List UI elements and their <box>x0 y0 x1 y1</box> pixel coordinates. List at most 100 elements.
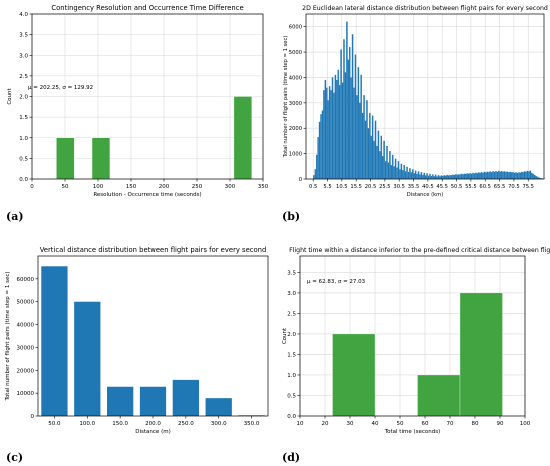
bar <box>500 171 503 180</box>
bar <box>321 110 324 180</box>
bar <box>493 171 496 180</box>
x-tick-label: 20.5 <box>365 184 377 190</box>
bar <box>459 292 503 417</box>
bar <box>519 172 522 180</box>
bar <box>452 174 454 180</box>
bar <box>467 173 470 180</box>
x-tick-label: 70.5 <box>508 184 520 190</box>
bar <box>348 46 351 180</box>
plot-frame <box>305 13 545 180</box>
y-tick-label: 60000 <box>17 277 35 283</box>
x-tick-label: 0.5 <box>309 184 317 190</box>
bar <box>476 173 479 180</box>
bar <box>364 120 367 180</box>
y-tick-label: 50000 <box>17 300 35 306</box>
bar <box>488 172 490 180</box>
x-axis-label: Total time (seconds) <box>384 429 441 435</box>
bar <box>479 172 481 180</box>
panel-letter-a: (a) <box>6 210 24 223</box>
bar <box>371 115 374 180</box>
bar <box>366 100 368 180</box>
bar <box>526 170 529 180</box>
bar <box>455 174 457 180</box>
y-tick-label: 2.5 <box>19 74 28 80</box>
bar <box>440 175 443 180</box>
bar <box>469 173 471 180</box>
bar <box>472 172 474 180</box>
chart-title: Flight time within a distance inferior t… <box>289 247 550 254</box>
bar <box>528 171 530 180</box>
x-tick-label: 150.0 <box>112 421 128 427</box>
bar <box>343 39 345 180</box>
bar <box>470 173 473 180</box>
bar <box>323 90 325 180</box>
bar <box>407 171 410 180</box>
bar <box>139 386 167 416</box>
bar <box>353 87 355 180</box>
x-tick-label: 55.5 <box>465 184 477 190</box>
bar <box>41 266 68 416</box>
bar <box>363 95 365 180</box>
stats-annotation: μ = 62.83, σ = 27.03 <box>307 279 366 285</box>
y-tick-label: 1000 <box>289 152 302 158</box>
bar <box>450 175 453 180</box>
bar <box>107 386 134 416</box>
bar <box>344 72 347 180</box>
y-tick-label: 0.0 <box>19 177 28 183</box>
bar <box>447 175 450 180</box>
bar <box>354 54 357 180</box>
x-tick-label: 50.0 <box>48 421 61 427</box>
bar <box>522 172 525 180</box>
bar <box>515 172 517 180</box>
bar <box>377 130 380 180</box>
bar <box>424 175 427 180</box>
panel-letter-b: (b) <box>282 210 301 223</box>
bar <box>520 171 523 180</box>
x-tick-label: 60.5 <box>479 184 491 190</box>
x-tick-label: 15.5 <box>350 184 362 190</box>
x-tick-label: 30.5 <box>393 184 405 190</box>
bar <box>417 374 461 417</box>
bar <box>336 79 338 180</box>
bar <box>460 173 463 180</box>
bar <box>429 173 431 180</box>
y-tick-label: 2.0 <box>19 95 28 101</box>
bar <box>374 120 377 180</box>
x-tick-label: 20 <box>322 421 329 427</box>
bar <box>233 96 252 180</box>
bar <box>510 172 513 180</box>
y-axis-label: Count <box>282 327 288 344</box>
bar <box>409 168 411 180</box>
bar <box>340 49 342 180</box>
y-axis-label: Count <box>7 87 13 104</box>
bar <box>419 174 421 180</box>
bar <box>513 172 516 180</box>
bar <box>361 112 364 180</box>
x-tick-label: 0 <box>30 184 34 190</box>
x-tick-label: 5.5 <box>323 184 331 190</box>
bar <box>386 145 388 180</box>
bar <box>324 79 327 180</box>
y-axis-label: Total number of flight pairs (time step … <box>283 36 289 159</box>
bar <box>205 398 232 416</box>
bar <box>433 176 436 180</box>
bar <box>318 121 321 180</box>
x-tick-label: 250 <box>192 184 203 190</box>
bar <box>391 154 394 180</box>
y-tick-label: 10000 <box>17 391 35 397</box>
bar <box>381 156 384 180</box>
bar <box>466 173 469 180</box>
bar <box>430 175 433 180</box>
y-tick-label: 1.5 <box>19 115 28 121</box>
y-tick-label: 0.5 <box>19 156 28 162</box>
bar <box>449 175 451 180</box>
bar <box>498 170 500 180</box>
y-tick-label: 3.0 <box>19 53 28 59</box>
plot-frame <box>299 255 526 417</box>
x-tick-label: 200 <box>159 184 170 190</box>
x-tick-label: 45.5 <box>436 184 448 190</box>
bar <box>417 171 420 180</box>
y-tick-label: 2.0 <box>287 332 296 338</box>
bar <box>334 74 337 180</box>
x-tick-label: 50.5 <box>451 184 463 190</box>
